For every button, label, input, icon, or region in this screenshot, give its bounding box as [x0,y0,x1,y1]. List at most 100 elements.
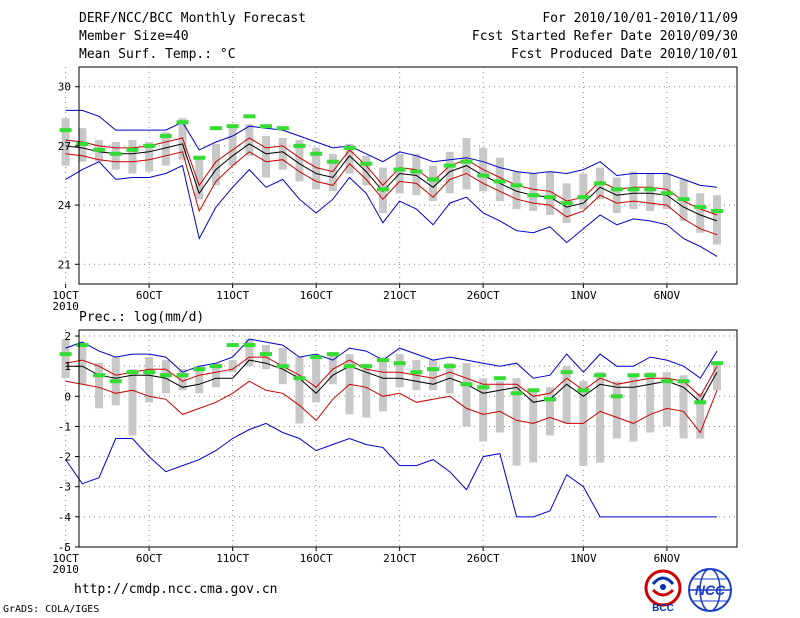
observed-marker [594,373,607,378]
observed-marker [326,159,339,164]
series-line-ensemble-min [65,161,718,257]
observed-marker [343,145,356,150]
observed-marker [594,181,607,186]
x-tick-label: 1NOV [570,289,597,302]
ensemble-spread-box [228,360,237,373]
observed-marker [343,364,356,369]
ensemble-spread-box [145,357,154,403]
observed-marker [410,370,423,375]
ncc-logo: NCC [688,568,732,612]
x-tick-label: 11OCT [216,289,249,302]
observed-marker [627,373,640,378]
y-tick-label: 0 [64,390,71,403]
y-tick-label: -4 [58,511,72,524]
series-line-ensemble-max [65,338,718,379]
observed-marker [577,195,590,200]
observed-marker [560,370,573,375]
ensemble-spread-box [412,153,421,196]
series-line-mean-1-sd [65,137,718,216]
forecast-start-date: Fcst Started Refer Date 2010/09/30 [471,29,738,44]
observed-marker [93,147,106,152]
observed-marker [226,124,239,129]
observed-marker [610,187,623,192]
observed-marker [460,382,473,387]
observed-marker [677,197,690,202]
observed-marker [76,141,89,146]
ensemble-spread-box [278,138,287,170]
observed-marker [510,391,523,396]
ensemble-spread-box [596,372,605,463]
observed-marker [59,352,72,357]
ensemble-spread-box [646,372,655,433]
ensemble-spread-box [662,372,671,427]
ensemble-spread-box [696,193,705,233]
ensemble-spread-box [529,390,538,463]
ensemble-spread-box [228,128,237,166]
observed-marker [443,364,456,369]
ensemble-spread-box [61,118,70,166]
ensemble-spread-box [712,195,721,245]
observed-marker [443,163,456,168]
y-tick-label: 2 [64,330,71,343]
ensemble-spread-box [295,139,304,182]
ensemble-spread-box [462,363,471,427]
ensemble-spread-box [545,171,554,215]
precipitation-variable-label: Prec.: log(mm/d) [79,310,205,325]
observed-marker [159,134,172,139]
observed-marker [176,120,189,125]
observed-marker [226,343,239,348]
ensemble-spread-box [145,141,154,172]
observed-marker [293,376,306,381]
observed-marker [109,151,122,156]
ensemble-spread-box [696,393,705,439]
forecast-produced-date: Fcst Produced Date 2010/10/01 [511,47,738,62]
observed-marker [694,400,707,405]
ensemble-spread-box [312,147,321,190]
observed-marker [493,179,506,184]
series-line-mean-1-sd [65,151,718,236]
ensemble-spread-box [495,381,504,433]
ensemble-spread-box [245,124,254,156]
observed-marker [209,364,222,369]
ensemble-spread-box [128,139,137,174]
ensemble-spread-box [512,171,521,210]
observed-marker [310,151,323,156]
observed-marker [360,161,373,166]
source-url: http://cmdp.ncc.cma.gov.cn [74,582,278,597]
ensemble-spread-box [362,155,371,186]
observed-marker [193,367,206,372]
observed-marker [260,124,273,129]
ensemble-spread-box [479,378,488,442]
ensemble-spread-box [629,375,638,442]
observed-marker [209,126,222,131]
ensemble-spread-box [245,339,254,367]
y-tick-label: 30 [58,81,71,94]
observed-marker [427,177,440,182]
observed-marker [560,201,573,206]
ensemble-spread-box [312,357,321,403]
observed-marker [410,169,423,174]
ensemble-spread-box [712,363,721,391]
chart-title: DERF/NCC/BCC Monthly Forecast [79,11,306,26]
y-tick-label: 24 [58,199,72,212]
observed-marker [577,388,590,393]
observed-marker [510,183,523,188]
observed-marker [243,343,256,348]
ensemble-spread-box [195,157,204,200]
ensemble-spread-box [429,360,438,391]
ensemble-spread-box [362,366,371,418]
observed-marker [93,373,106,378]
observed-marker [109,379,122,384]
ensemble-spread-box [545,387,554,436]
observed-marker [159,373,172,378]
observed-marker [126,370,139,375]
x-tick-label: 26OCT [467,552,500,565]
bcc-logo: BCC [644,569,682,614]
x-tick-label: 6OCT [136,289,163,302]
series-line-ensemble-mean [65,143,718,222]
ensemble-spread-box [579,173,588,210]
ensemble-spread-box [195,366,204,394]
x-tick-label: 1NOV [570,552,597,565]
observed-marker [376,187,389,192]
